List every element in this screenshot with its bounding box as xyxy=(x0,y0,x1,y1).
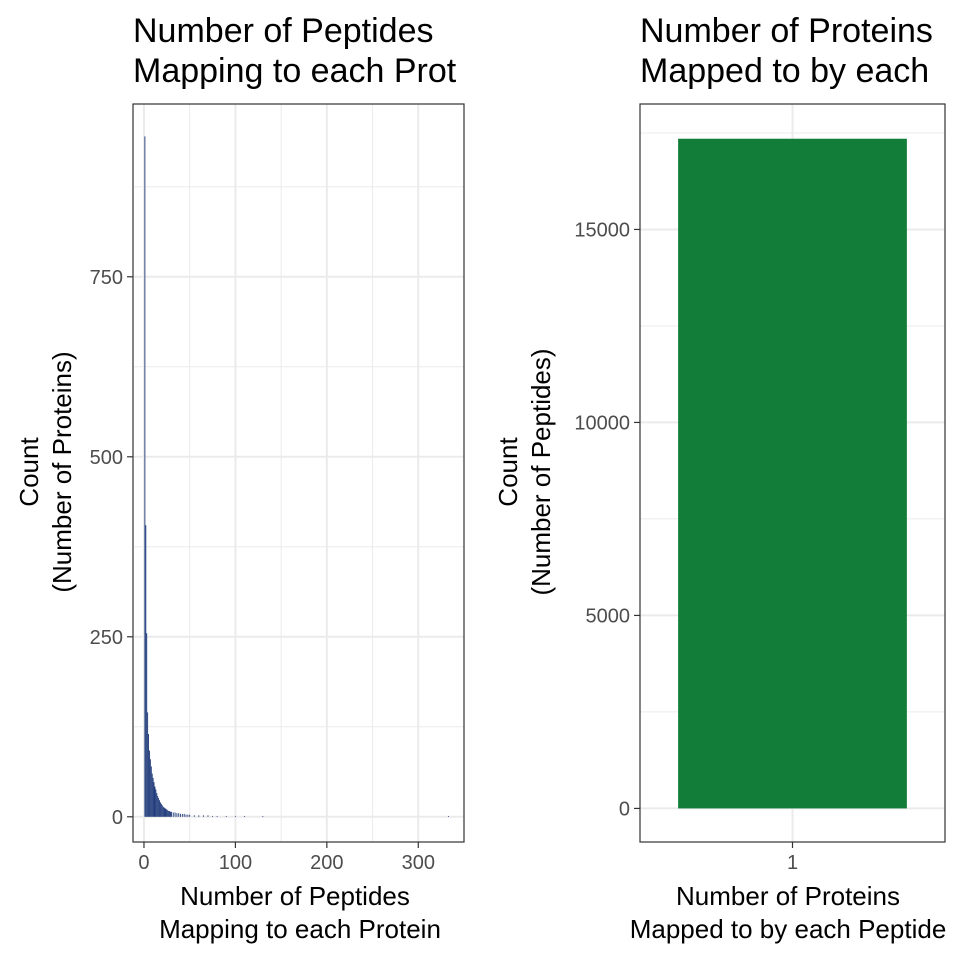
histogram-bar xyxy=(151,773,153,817)
y-axis-title-line-2: (Number of Proteins) xyxy=(47,351,77,592)
histogram-bar xyxy=(176,813,178,817)
x-tick-label: 200 xyxy=(310,852,343,874)
histogram-bar xyxy=(160,803,162,817)
histogram-bar xyxy=(178,813,180,817)
histogram-bar xyxy=(145,525,147,817)
x-axis-title-line-1: Number of Proteins xyxy=(676,881,900,911)
x-axis-title-line-1: Number of Peptides xyxy=(180,881,410,911)
histogram-bar xyxy=(189,814,191,817)
histogram-bar xyxy=(158,798,160,817)
y-tick-label: 250 xyxy=(90,627,123,649)
chart-title-line-2: Mapped to by each xyxy=(640,52,929,90)
chart-title-line-2: Mapping to each Prot xyxy=(133,52,457,90)
histogram-bar xyxy=(157,795,159,817)
y-axis-title-line-1: Count xyxy=(493,437,523,507)
y-tick-label: 10000 xyxy=(574,412,630,434)
x-tick-label: 1 xyxy=(787,852,798,874)
histogram-bar xyxy=(225,816,227,817)
histogram-bar xyxy=(161,805,163,817)
histogram-bar xyxy=(193,815,195,817)
x-tick-label: 300 xyxy=(402,852,435,874)
y-tick-label: 0 xyxy=(619,798,630,820)
x-axis-title-line-2: Mapping to each Protein xyxy=(159,914,441,944)
histogram-bar xyxy=(153,782,155,817)
histogram-bar xyxy=(164,808,166,817)
x-tick-label: 100 xyxy=(219,852,252,874)
plot-grid xyxy=(133,104,464,842)
histogram-bar xyxy=(169,811,171,817)
y-tick-label: 15000 xyxy=(574,219,630,241)
histogram-bar xyxy=(166,809,168,817)
bar xyxy=(678,138,907,809)
x-tick-label: 0 xyxy=(138,852,149,874)
y-axis-title-line-2: (Number of Peptides) xyxy=(526,348,556,595)
histogram-bar xyxy=(262,816,264,817)
histogram-bar xyxy=(152,777,154,817)
histogram-bars xyxy=(144,136,449,817)
y-tick-label: 0 xyxy=(112,807,123,829)
histogram-bar xyxy=(154,786,156,817)
y-tick-label: 500 xyxy=(90,447,123,469)
histogram-bar xyxy=(244,816,246,817)
histogram-bar xyxy=(174,812,176,817)
chart-right: Number of Proteins Mapped to by each 1 0 5… xyxy=(493,12,946,944)
histogram-bar xyxy=(150,766,152,817)
y-tick-label: 750 xyxy=(90,267,123,289)
histogram-bar xyxy=(165,808,167,817)
histogram-bar xyxy=(172,812,174,817)
histogram-bar xyxy=(148,734,150,817)
histogram-bar xyxy=(155,789,157,817)
histogram-bar xyxy=(216,816,218,817)
histogram-bar xyxy=(180,813,182,817)
histogram-bar xyxy=(163,807,165,817)
histogram-bar xyxy=(168,811,170,817)
axis-ticks: 1 0 5000 10000 15000 xyxy=(574,219,798,874)
histogram-bar xyxy=(149,759,151,817)
histogram-bar xyxy=(159,802,161,817)
histogram-bar xyxy=(207,815,209,817)
histogram-bar xyxy=(185,814,187,817)
bar-group xyxy=(678,138,907,809)
histogram-bar xyxy=(447,816,449,817)
histogram-bar xyxy=(167,810,169,817)
x-axis-title-line-2: Mapped to by each Peptide xyxy=(630,914,947,944)
y-tick-label: 5000 xyxy=(586,605,631,627)
chart-left: Number of Peptides Mapping to each Prot … xyxy=(14,12,465,944)
histogram-bar xyxy=(159,800,160,817)
histogram-bar xyxy=(149,750,150,817)
histogram-bar xyxy=(234,816,236,817)
chart-title-line-1: Number of Peptides xyxy=(133,12,434,50)
histogram-bar xyxy=(212,816,214,817)
histogram-bar xyxy=(202,815,204,817)
chart-title-line-1: Number of Proteins xyxy=(640,12,933,50)
histogram-bar xyxy=(198,815,200,817)
histogram-bar xyxy=(146,633,148,817)
plot-background xyxy=(133,104,464,842)
histogram-bar xyxy=(147,712,149,817)
axis-ticks: 0 100 200 300 0 250 500 750 xyxy=(90,267,435,874)
histogram-bar xyxy=(156,793,158,817)
histogram-bar xyxy=(187,814,189,817)
plot-frame xyxy=(132,103,465,843)
histogram-bar xyxy=(170,811,171,817)
y-axis-title-line-1: Count xyxy=(14,437,44,507)
histogram-bar xyxy=(170,811,172,817)
histogram-bar xyxy=(181,813,183,817)
histogram-bar xyxy=(183,813,185,817)
histogram-bar xyxy=(162,806,164,817)
histogram-bar xyxy=(144,136,146,817)
